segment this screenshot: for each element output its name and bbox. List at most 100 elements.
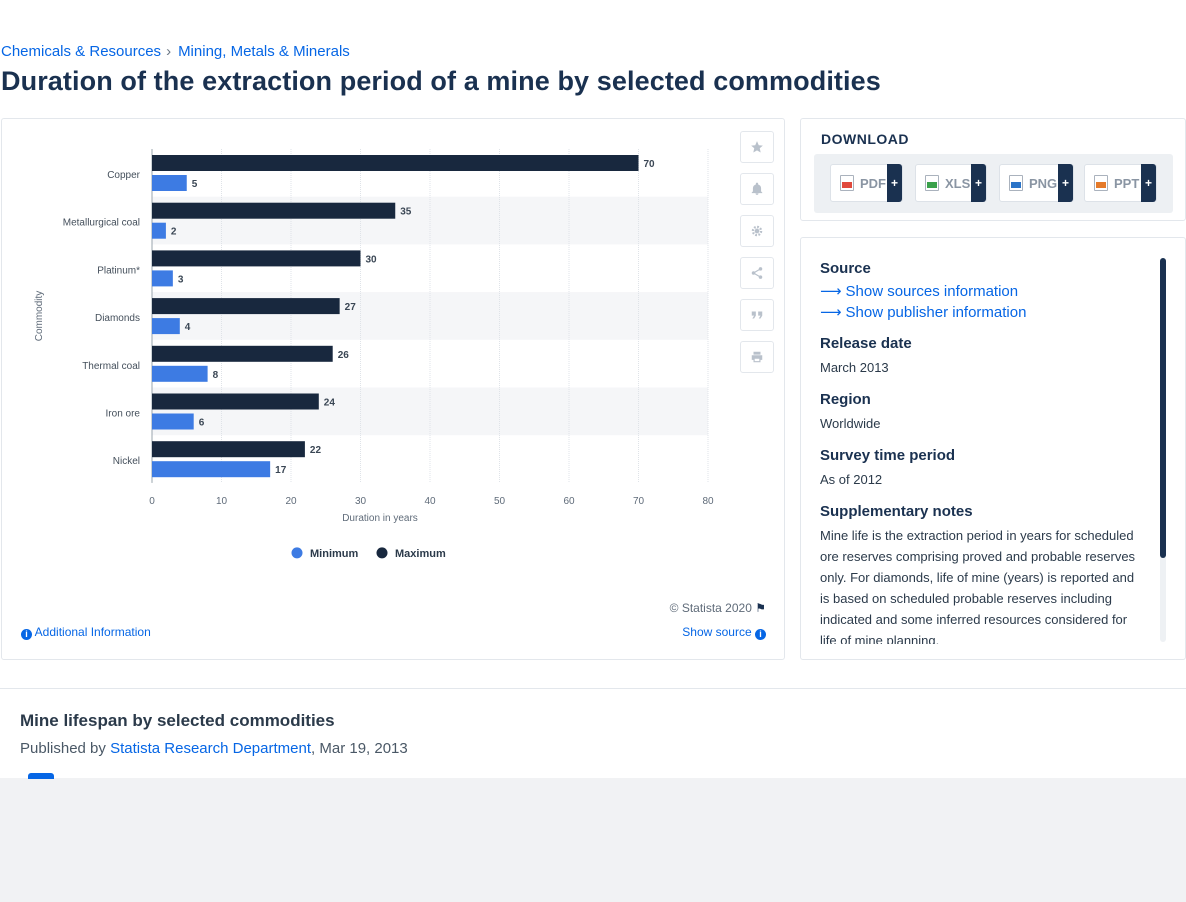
bar-maximum (152, 202, 396, 219)
release-date-value: March 2013 (820, 360, 889, 375)
bar-minimum (152, 175, 187, 191)
favorite-button[interactable] (740, 131, 774, 163)
bar-minimum (152, 222, 166, 239)
x-tick-label: 30 (355, 496, 367, 507)
data-label-minimum: 8 (213, 370, 219, 381)
download-xls-button[interactable]: XLS + (915, 164, 987, 202)
show-source-link[interactable]: Show source i (682, 625, 766, 640)
x-tick-label: 80 (702, 496, 714, 507)
download-png-button[interactable]: PNG + (999, 164, 1074, 202)
png-plus-badge: + (1058, 164, 1073, 202)
breadcrumb-item-mining[interactable]: Mining, Metals & Minerals (178, 43, 350, 60)
copyright-text: © Statista 2020 (669, 601, 752, 615)
bar-minimum (152, 413, 194, 430)
data-label-maximum: 26 (338, 350, 350, 361)
cite-button[interactable] (740, 299, 774, 331)
category-label: Platinum* (97, 265, 140, 276)
xls-plus-badge: + (971, 164, 986, 202)
notification-button[interactable] (740, 173, 774, 205)
x-tick-label: 10 (216, 496, 228, 507)
ppt-plus-badge: + (1141, 164, 1156, 202)
x-axis-title: Duration in years (342, 513, 418, 524)
x-tick-label: 50 (494, 496, 506, 507)
info-icon: i (21, 629, 32, 640)
region-value: Worldwide (820, 416, 881, 431)
settings-button[interactable] (740, 215, 774, 247)
additional-info-link[interactable]: i Additional Information (21, 625, 151, 640)
bar-maximum (152, 393, 319, 410)
legend-label-maximum: Maximum (395, 548, 446, 560)
data-label-maximum: 22 (310, 445, 322, 456)
publication-byline: Published by Statista Research Departmen… (20, 740, 408, 757)
publication-title: Mine lifespan by selected commodities (20, 711, 335, 730)
x-tick-label: 20 (285, 496, 297, 507)
publisher-link[interactable]: Statista Research Department (110, 740, 312, 757)
legend-marker-maximum (376, 547, 388, 559)
bar-minimum (152, 365, 208, 382)
share-icon (751, 267, 763, 279)
x-tick-label: 40 (424, 496, 436, 507)
bar-chart: 0 10 20 30 40 50 60 70 80 Copper 70 5 Metallurgical … (34, 149, 714, 560)
data-label-minimum: 3 (178, 274, 184, 285)
data-label-maximum: 24 (324, 398, 336, 409)
info-scroll-area[interactable]: Source ⟶ Show sources information ⟶ Show p… (820, 260, 1140, 644)
data-label-minimum: 5 (192, 179, 198, 190)
data-label-minimum: 2 (171, 227, 177, 238)
bar-minimum (152, 318, 180, 335)
breadcrumb-item-chemicals[interactable]: Chemicals & Resources (1, 43, 162, 60)
data-label-maximum: 27 (345, 302, 357, 313)
x-tick-label: 70 (633, 496, 645, 507)
show-publisher-link[interactable]: ⟶ Show publisher information (820, 303, 1140, 321)
xls-file-icon (925, 175, 939, 191)
pdf-file-icon (840, 175, 854, 191)
flag-icon[interactable]: ⚑ (755, 601, 766, 615)
gear-icon (751, 225, 763, 237)
publication-icon (28, 773, 54, 779)
download-ppt-label: PPT (1114, 175, 1140, 191)
show-sources-link[interactable]: ⟶ Show sources information (820, 282, 1140, 300)
legend-label-minimum: Minimum (310, 548, 358, 560)
download-ppt-button[interactable]: PPT + (1084, 164, 1157, 202)
pdf-plus-badge: + (887, 164, 902, 202)
download-bar: PDF + XLS + PNG + PPT + (814, 154, 1173, 213)
copyright-notice: © Statista 2020 ⚑ (670, 601, 766, 615)
arrow-right-icon: ⟶ (820, 283, 842, 300)
show-sources-label: Show sources information (845, 283, 1019, 300)
star-icon (751, 141, 763, 153)
print-icon (751, 351, 763, 363)
category-label: Thermal coal (82, 361, 140, 372)
survey-period-value: As of 2012 (820, 472, 883, 487)
download-pdf-button[interactable]: PDF + (830, 164, 903, 202)
download-pdf-label: PDF (860, 175, 886, 191)
print-button[interactable] (740, 341, 774, 373)
download-title: DOWNLOAD (821, 131, 909, 147)
download-xls-label: XLS (945, 175, 971, 191)
scrollbar-thumb[interactable] (1160, 258, 1166, 558)
arrow-right-icon: ⟶ (820, 304, 842, 321)
category-label: Diamonds (95, 313, 140, 324)
x-tick-label: 0 (149, 496, 155, 507)
additional-info-label: Additional Information (34, 625, 151, 639)
png-file-icon (1009, 175, 1023, 191)
data-label-minimum: 4 (185, 322, 191, 333)
release-date-heading: Release date (820, 335, 912, 352)
legend-marker-minimum (291, 547, 303, 559)
bar-maximum (152, 155, 639, 171)
breadcrumb: Chemicals & Resources › Mining, Metals & M… (1, 43, 350, 60)
survey-period-heading: Survey time period (820, 447, 956, 464)
quote-icon (751, 311, 763, 319)
bar-maximum (152, 250, 361, 267)
download-card: DOWNLOAD PDF + XLS + PNG + PPT + (800, 118, 1186, 221)
show-source-label: Show source (682, 625, 752, 639)
download-png-label: PNG (1029, 175, 1058, 191)
category-label: Metallurgical coal (63, 218, 140, 229)
data-label-minimum: 17 (275, 465, 287, 476)
published-by-prefix: Published by (20, 740, 106, 757)
ppt-file-icon (1094, 175, 1108, 191)
share-button[interactable] (740, 257, 774, 289)
statistic-info-card: Source ⟶ Show sources information ⟶ Show p… (800, 237, 1186, 660)
data-label-maximum: 35 (400, 207, 412, 218)
source-heading: Source (820, 260, 871, 277)
page-title: Duration of the extraction period of a m… (1, 66, 881, 96)
chart-toolbar (740, 131, 774, 383)
